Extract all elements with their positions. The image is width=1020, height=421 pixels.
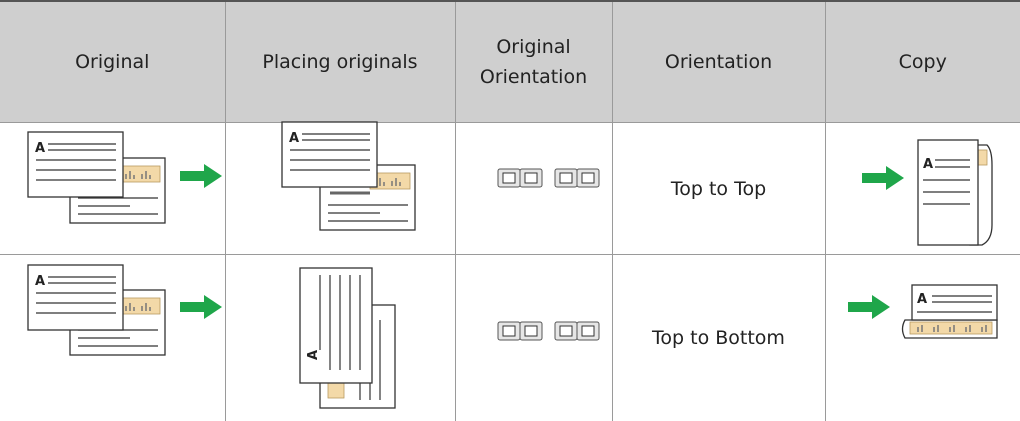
header-cell: Original Orientation	[455, 1, 612, 123]
header-cell: Placing originals	[225, 1, 455, 123]
cell	[825, 123, 1020, 255]
cell: Top to Top	[612, 123, 825, 255]
cell	[225, 255, 455, 421]
header-text: Original Orientation	[469, 32, 599, 92]
cell: Top to Bottom	[612, 255, 825, 421]
header-cell: Original	[0, 1, 225, 123]
cell	[825, 255, 1020, 421]
row: Top to Bottom	[0, 255, 1020, 421]
header-cell: Orientation	[612, 1, 825, 123]
cell	[455, 123, 612, 255]
cell	[0, 123, 225, 255]
header-cell: Copy	[825, 1, 1020, 123]
cell	[225, 123, 455, 255]
header-row: Original Placing originals Original Orie…	[0, 1, 1020, 123]
cell	[0, 255, 225, 421]
row: Top to Top	[0, 123, 1020, 255]
cell	[455, 255, 612, 421]
